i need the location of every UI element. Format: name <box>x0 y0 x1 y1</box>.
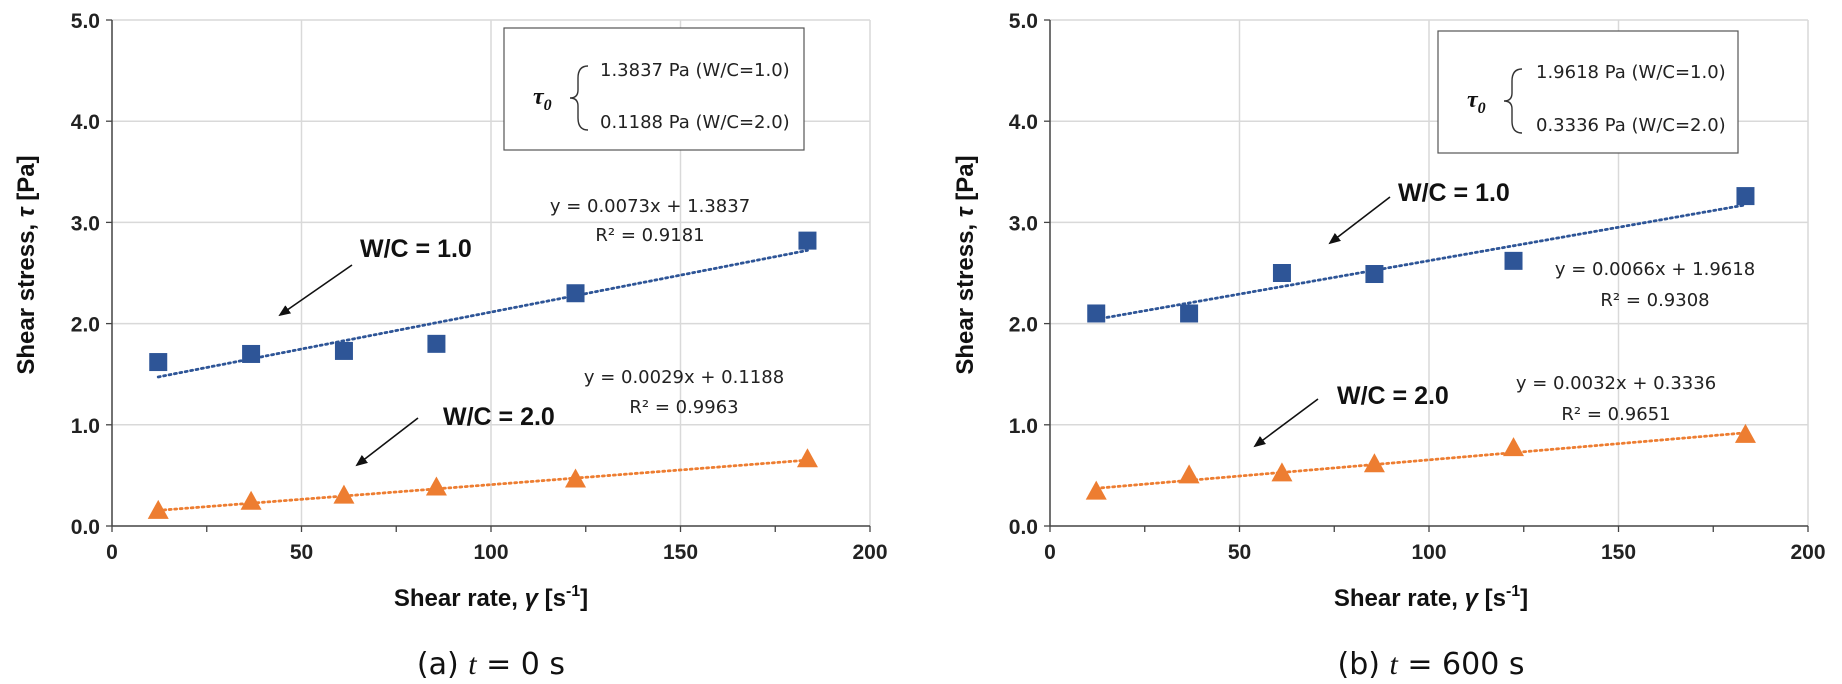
data-point-triangle <box>796 448 818 468</box>
tau0-legend-box: τ0 1.3837 Pa (W/C=1.0) 0.1188 Pa (W/C=2.… <box>503 27 805 151</box>
x-tick-label: 0 <box>1044 541 1056 564</box>
y-tick-label: 2.0 <box>1009 314 1038 337</box>
series-label-wc2: W/C = 2.0 <box>443 403 555 431</box>
y-tick-label: 5.0 <box>71 10 100 33</box>
x-tick-label: 200 <box>852 541 887 564</box>
trend-eq-wc1: y = 0.0066x + 1.9618 <box>1555 259 1755 280</box>
x-tick-labels: 0 50 100 150 200 <box>1044 541 1825 564</box>
data-point-triangle <box>1363 453 1385 473</box>
trend-r2-wc1: R² = 0.9308 <box>1600 290 1709 311</box>
legend-line-wc2: 0.3336 Pa (W/C=2.0) <box>1536 115 1726 136</box>
legend-frame <box>1437 30 1739 154</box>
data-point-square <box>1736 187 1755 206</box>
y-tick-label: 1.0 <box>1009 415 1038 438</box>
data-point-square <box>1180 304 1199 323</box>
data-point-square <box>427 334 446 353</box>
panel-caption: (a) t = 0 s <box>417 647 565 682</box>
y-axis-title: Shear stress, τ [Pa] <box>13 155 40 374</box>
data-point-square <box>798 231 817 250</box>
brace-icon <box>569 65 589 131</box>
data-point-triangle <box>147 499 169 519</box>
x-tick-label: 50 <box>1228 541 1251 564</box>
data-point-triangle <box>565 468 587 488</box>
data-point-square <box>566 284 585 303</box>
data-point-triangle <box>1178 464 1200 484</box>
data-point-triangle <box>1085 480 1107 500</box>
data-point-square <box>1504 251 1523 270</box>
trend-line-wc2 <box>156 458 809 512</box>
chart-panel-a: 0 50 100 150 200 0.0 1.0 2.0 3.0 4.0 5.0 Shear ra… <box>13 10 888 682</box>
y-tick-label: 4.0 <box>1009 111 1038 134</box>
data-point-triangle <box>1734 423 1756 443</box>
legend-line-wc1: 1.3837 Pa (W/C=1.0) <box>600 60 790 81</box>
data-point-square <box>334 341 353 360</box>
trend-eq-wc1: y = 0.0073x + 1.3837 <box>550 196 750 217</box>
arrow-icon <box>1253 398 1319 448</box>
trend-line-wc1 <box>1094 203 1747 321</box>
axes <box>1044 19 1809 532</box>
x-axis-title: Shear rate, γ [s-1] <box>394 583 588 612</box>
tau0-legend-box: τ0 1.9618 Pa (W/C=1.0) 0.3336 Pa (W/C=2.… <box>1437 30 1739 154</box>
y-tick-label: 1.0 <box>71 415 100 438</box>
legend-line-wc2: 0.1188 Pa (W/C=2.0) <box>600 112 790 133</box>
x-tick-label: 150 <box>663 541 698 564</box>
data-points <box>147 231 818 519</box>
trend-r2-wc1: R² = 0.9181 <box>595 225 704 246</box>
trend-r2-wc2: R² = 0.9651 <box>1561 404 1670 425</box>
arrow-icon <box>278 264 353 317</box>
data-point-triangle <box>1271 462 1293 482</box>
x-tick-label: 0 <box>106 541 118 564</box>
arrow-icon <box>355 417 419 467</box>
x-tick-label: 100 <box>1411 541 1446 564</box>
data-point-triangle <box>425 476 447 496</box>
y-tick-label: 4.0 <box>71 111 100 134</box>
y-tick-label: 0.0 <box>1009 516 1038 539</box>
panel-caption: (b) t = 600 s <box>1338 647 1525 682</box>
y-tick-label: 3.0 <box>71 212 100 235</box>
legend-frame <box>503 27 805 151</box>
arrow-icon <box>1328 196 1391 245</box>
series-label-wc1: W/C = 1.0 <box>360 235 472 263</box>
data-point-square <box>1272 264 1291 282</box>
x-tick-label: 200 <box>1790 541 1825 564</box>
y-tick-label: 2.0 <box>71 314 100 337</box>
brace-icon <box>1503 68 1523 134</box>
x-tick-label: 150 <box>1601 541 1636 564</box>
trend-line-wc1 <box>156 249 809 379</box>
data-point-square <box>1365 265 1384 284</box>
chart-panel-b: 0 50 100 150 200 0.0 1.0 2.0 3.0 4.0 5.0 Shear ra… <box>952 10 1826 682</box>
trend-eq-wc2: y = 0.0032x + 0.3336 <box>1516 373 1716 394</box>
x-tick-labels: 0 50 100 150 200 <box>106 541 887 564</box>
y-tick-label: 3.0 <box>1009 212 1038 235</box>
y-tick-label: 0.0 <box>71 516 100 539</box>
data-point-triangle <box>333 484 355 504</box>
data-points <box>1085 187 1756 500</box>
trend-r2-wc2: R² = 0.9963 <box>629 397 738 418</box>
y-tick-labels: 0.0 1.0 2.0 3.0 4.0 5.0 <box>71 10 100 539</box>
axes <box>106 19 871 532</box>
trend-lines <box>1094 203 1747 490</box>
x-axis-title: Shear rate, γ [s-1] <box>1334 583 1528 612</box>
legend-line-wc1: 1.9618 Pa (W/C=1.0) <box>1536 62 1726 83</box>
data-point-triangle <box>1503 437 1525 457</box>
data-point-triangle <box>240 490 262 510</box>
trend-lines <box>156 249 809 512</box>
data-point-square <box>149 353 168 372</box>
series-label-wc2: W/C = 2.0 <box>1337 382 1449 410</box>
y-axis-title: Shear stress, τ [Pa] <box>952 155 979 374</box>
data-point-square <box>1087 304 1106 323</box>
data-point-square <box>242 344 261 363</box>
series-label-wc1: W/C = 1.0 <box>1398 179 1510 207</box>
trend-line-wc2 <box>1094 431 1747 490</box>
tau0-symbol: τ0 <box>1467 87 1486 117</box>
y-tick-label: 5.0 <box>1009 10 1038 33</box>
x-tick-label: 50 <box>290 541 313 564</box>
trend-eq-wc2: y = 0.0029x + 0.1188 <box>584 367 784 388</box>
x-tick-label: 100 <box>473 541 508 564</box>
tau0-symbol: τ0 <box>533 84 552 114</box>
y-tick-labels: 0.0 1.0 2.0 3.0 4.0 5.0 <box>1009 10 1038 539</box>
